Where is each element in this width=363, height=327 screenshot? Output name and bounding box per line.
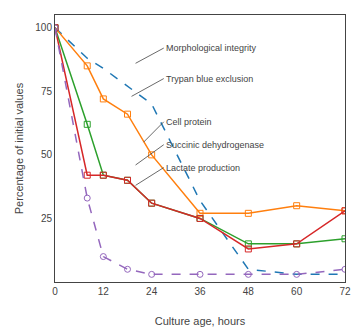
svg-text:25: 25: [41, 213, 53, 224]
svg-text:Trypan blue exclusion: Trypan blue exclusion: [166, 74, 253, 84]
svg-text:75: 75: [41, 86, 53, 97]
svg-text:72: 72: [339, 286, 351, 297]
svg-text:Succinic dehydrogenase: Succinic dehydrogenase: [166, 140, 264, 150]
svg-text:Morphological integrity: Morphological integrity: [166, 43, 257, 53]
svg-text:0: 0: [52, 286, 58, 297]
svg-text:100: 100: [35, 22, 52, 33]
svg-text:12: 12: [98, 286, 110, 297]
svg-text:Lactate production: Lactate production: [166, 163, 240, 173]
svg-text:Cell protein: Cell protein: [166, 117, 212, 127]
svg-text:48: 48: [243, 286, 255, 297]
svg-text:60: 60: [291, 286, 303, 297]
svg-text:24: 24: [146, 286, 158, 297]
svg-text:36: 36: [194, 286, 206, 297]
svg-text:Culture age, hours: Culture age, hours: [155, 315, 246, 327]
svg-text:Percentage of initial values: Percentage of initial values: [13, 82, 25, 214]
svg-text:50: 50: [41, 149, 53, 160]
